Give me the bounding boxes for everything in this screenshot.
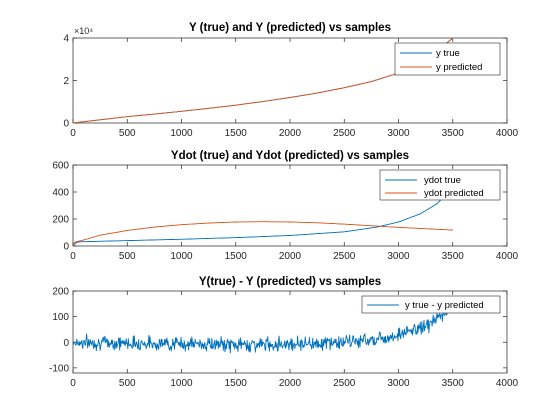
x-tick-label: 4000 — [496, 251, 519, 262]
y-tick-label: 4 — [63, 34, 69, 45]
x-tick-label: 1000 — [170, 378, 193, 389]
series-line-ydot-true — [72, 187, 454, 247]
legend-label-ydot-true: ydot true — [424, 175, 461, 186]
x-tick-label: 3000 — [387, 378, 410, 389]
x-tick-label: 1000 — [170, 251, 193, 262]
subplot-1-title: Y (true) and Y (predicted) vs samples — [189, 22, 391, 34]
subplot-1: Y (true) and Y (predicted) vs samples ×1… — [63, 22, 518, 139]
subplot-3-legend: y true - y predicted — [361, 295, 501, 314]
subplot-1-plot-lines — [72, 37, 454, 124]
x-tick-label: 500 — [119, 128, 136, 139]
x-tick-label: 2500 — [333, 251, 356, 262]
legend-label-ydot-predicted: ydot predicted — [424, 188, 484, 199]
subplot-2-legend: ydot true ydot predicted — [379, 169, 501, 201]
subplot-1-ticks: 0 500 1000 1500 2000 2500 3000 3500 4000 0 2 4 — [63, 34, 518, 140]
subplot-3-legend-box — [361, 295, 501, 314]
x-tick-label: 500 — [119, 378, 136, 389]
subplot-1-y-exponent: ×10⁴ — [74, 26, 93, 36]
subplot-3-plot-lines — [72, 308, 448, 354]
y-tick-label: 2 — [63, 76, 69, 87]
y-tick-label: 0 — [63, 119, 69, 130]
x-tick-label: 500 — [119, 251, 136, 262]
x-tick-label: 1500 — [225, 128, 248, 139]
x-tick-label: 1500 — [225, 378, 248, 389]
x-tick-label: 2500 — [333, 378, 356, 389]
y-tick-label: 200 — [52, 287, 69, 298]
x-tick-label: 4000 — [496, 128, 519, 139]
y-tick-label: 400 — [52, 188, 69, 199]
subplot-3: Y(true) - Y (predicted) vs samples 0 500 1… — [49, 276, 519, 389]
legend-label-y-true-minus-y-predicted: y true - y predicted — [405, 300, 484, 311]
x-tick-label: 3500 — [442, 251, 465, 262]
x-tick-label: 4000 — [496, 378, 519, 389]
x-tick-label: 2000 — [279, 378, 302, 389]
subplot-1-legend-box — [394, 42, 501, 76]
subplot-2-plot-lines — [72, 187, 454, 247]
y-tick-label: 0 — [63, 242, 69, 253]
subplot-2: Ydot (true) and Ydot (predicted) vs samp… — [52, 150, 518, 262]
x-tick-label: 2500 — [333, 128, 356, 139]
subplot-2-ticks: 0 500 1000 1500 2000 2500 3000 3500 4000 0 200 400 6… — [52, 161, 518, 263]
x-tick-label: 0 — [70, 128, 76, 139]
subplot-2-legend-box — [379, 169, 501, 201]
y-tick-label: -100 — [49, 363, 69, 374]
x-tick-label: 1500 — [225, 251, 248, 262]
subplot-1-legend: y true y predicted — [394, 42, 501, 76]
y-tick-label: 600 — [52, 161, 69, 172]
y-tick-label: 100 — [52, 312, 69, 323]
x-tick-label: 0 — [70, 251, 76, 262]
subplot-3-ticks: 0 500 1000 1500 2000 2500 3000 3500 4000-1000100… — [49, 287, 519, 390]
x-tick-label: 1000 — [170, 128, 193, 139]
x-tick-label: 3500 — [442, 378, 465, 389]
series-line-y-true-y-predicted — [72, 308, 448, 354]
legend-label-y-true: y true — [436, 48, 460, 59]
x-tick-label: 3500 — [442, 128, 465, 139]
subplot-3-title: Y(true) - Y (predicted) vs samples — [199, 276, 381, 288]
x-tick-label: 2000 — [279, 251, 302, 262]
x-tick-label: 0 — [70, 378, 76, 389]
series-line-ydot-predicted — [72, 221, 453, 247]
x-tick-label: 2000 — [279, 128, 302, 139]
y-tick-label: 0 — [63, 338, 69, 349]
x-tick-label: 3000 — [387, 251, 410, 262]
series-line-y-predicted — [72, 37, 454, 124]
y-tick-label: 200 — [52, 215, 69, 226]
subplot-2-title: Ydot (true) and Ydot (predicted) vs samp… — [171, 150, 409, 162]
x-tick-label: 3000 — [387, 128, 410, 139]
legend-label-y-predicted: y predicted — [436, 62, 482, 73]
